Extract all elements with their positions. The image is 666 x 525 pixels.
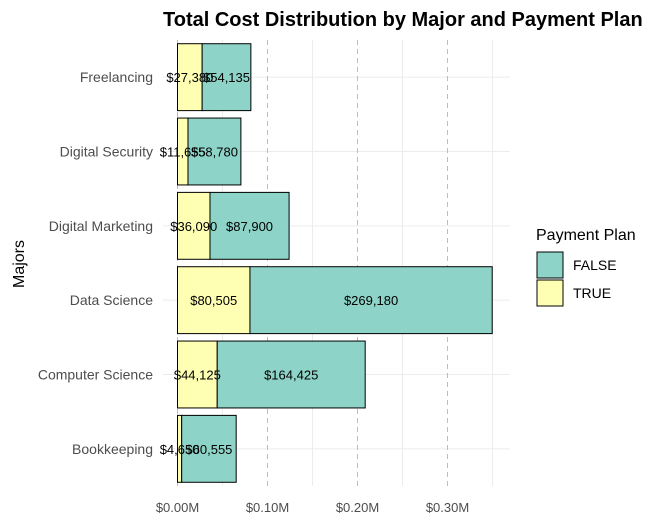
bars: $27,380$54,135 $11,655$58,780 $36,090 $87,9…: [160, 43, 493, 483]
x-tick-label: $0.10M: [246, 500, 289, 515]
bar-true: [177, 340, 218, 409]
bar-false: [201, 43, 252, 112]
category-label: Freelancing: [80, 69, 153, 85]
category-label: Digital Security: [60, 144, 153, 160]
legend: Payment Plan FALSE TRUE: [536, 227, 636, 307]
bar-false: [187, 117, 242, 186]
legend-label: FALSE: [573, 257, 617, 273]
y-axis-title: Majors: [11, 240, 28, 288]
category-label: Bookkeeping: [72, 441, 153, 457]
bar-true: [177, 191, 211, 260]
x-tick-labels: $0.00M $0.10M $0.20M $0.30M: [156, 500, 469, 515]
chart-title: Total Cost Distribution by Major and Pay…: [163, 9, 643, 31]
bar-true: [177, 43, 203, 112]
data-label-true: $36,090: [170, 219, 217, 234]
category-label: Data Science: [70, 292, 153, 308]
data-label-true: $4,650: [160, 442, 200, 457]
bar-false: [216, 340, 366, 409]
data-label-false: $60,555: [185, 442, 232, 457]
x-tick-label: $0.20M: [336, 500, 379, 515]
bar-false: [181, 414, 237, 483]
x-tick-label: $0.00M: [156, 500, 199, 515]
legend-swatch: [536, 251, 564, 279]
data-label-true: $44,125: [174, 368, 221, 383]
legend-title: Payment Plan: [536, 227, 636, 244]
data-label-false: $164,425: [264, 368, 318, 383]
x-tick-label: $0.30M: [426, 500, 469, 515]
data-label-true: $80,505: [190, 293, 237, 308]
data-label-false: $87,900: [226, 219, 273, 234]
data-label-false: $54,135: [203, 70, 250, 85]
category-labels: Freelancing Digital Security Digital Marke…: [38, 69, 153, 457]
data-label-false: $269,180: [344, 293, 398, 308]
data-label-true: $27,380: [166, 70, 213, 85]
data-label-true: $11,655: [160, 145, 206, 160]
category-label: Computer Science: [38, 367, 153, 383]
category-label: Digital Marketing: [49, 218, 153, 234]
legend-label: TRUE: [573, 285, 611, 301]
bar-false: [249, 266, 493, 335]
bar-true: [177, 266, 251, 335]
data-label-false: $58,780: [191, 145, 238, 160]
legend-swatch: [536, 279, 564, 307]
bar-false: [209, 191, 290, 260]
